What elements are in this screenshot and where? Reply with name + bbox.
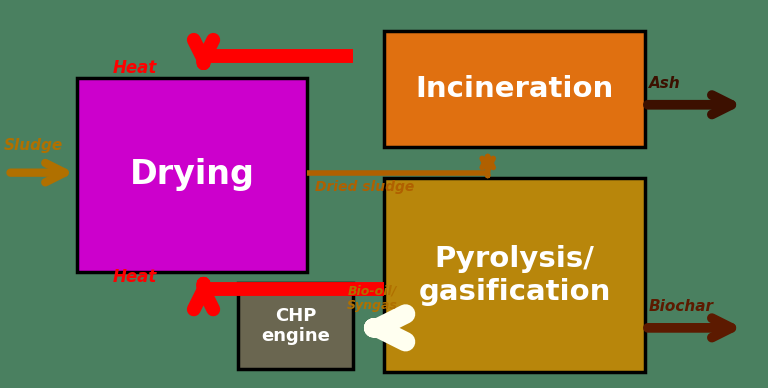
Text: Heat: Heat <box>112 268 157 286</box>
Text: Ash: Ash <box>649 76 680 91</box>
FancyBboxPatch shape <box>384 31 645 147</box>
Text: Incineration: Incineration <box>415 75 614 103</box>
Text: Drying: Drying <box>130 158 254 191</box>
Text: Sludge: Sludge <box>4 138 63 153</box>
Text: Heat: Heat <box>112 59 157 77</box>
Text: Biochar: Biochar <box>649 299 714 314</box>
FancyBboxPatch shape <box>77 78 307 272</box>
Text: CHP
engine: CHP engine <box>261 307 330 345</box>
Text: Dried sludge: Dried sludge <box>315 180 414 194</box>
FancyBboxPatch shape <box>384 178 645 372</box>
Text: Pyrolysis/
gasification: Pyrolysis/ gasification <box>419 245 611 306</box>
FancyBboxPatch shape <box>238 283 353 369</box>
Text: Bio-oil/
Syngas: Bio-oil/ Syngas <box>347 284 398 312</box>
